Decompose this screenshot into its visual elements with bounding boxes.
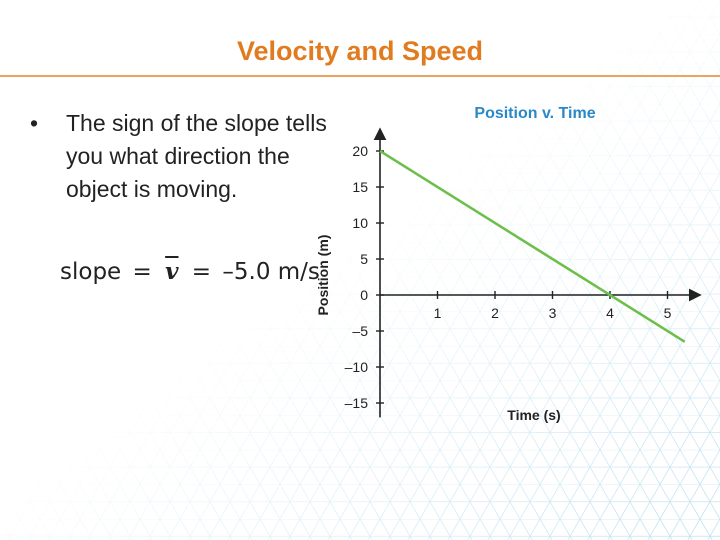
title-underline — [0, 75, 720, 77]
slide-title: Velocity and Speed — [236, 36, 484, 66]
x-tick-label: 5 — [664, 305, 672, 321]
velocity-symbol: v — [165, 258, 179, 285]
x-tick-label: 4 — [606, 305, 614, 321]
y-tick-label: 0 — [360, 287, 368, 303]
y-tick-label: 20 — [352, 143, 368, 159]
y-axis-label: Position (m) — [315, 235, 331, 316]
equals-sign: = — [132, 259, 152, 285]
bullet-text: The sign of the slope tells you what dir… — [66, 110, 327, 202]
equals-sign-2: = — [191, 259, 212, 285]
equation-lhs: slope — [60, 259, 122, 285]
y-tick-label: 10 — [352, 215, 368, 231]
slope-equation: slope = v = –5.0 m/s — [60, 258, 320, 285]
x-tick-label: 2 — [491, 305, 499, 321]
position-time-chart: Position v. Time Time (s) Position (m) 1… — [315, 105, 702, 423]
x-tick-label: 1 — [434, 305, 442, 321]
velocity-value: –5.0 m/s — [222, 259, 320, 285]
chart-title: Position v. Time — [474, 105, 595, 122]
y-tick-label: 5 — [360, 251, 368, 267]
y-tick-label: –5 — [352, 323, 368, 339]
bullet-icon: • — [30, 110, 39, 136]
x-tick-label: 3 — [549, 305, 557, 321]
series-line — [379, 149, 686, 343]
y-tick-label: 15 — [352, 179, 368, 195]
y-tick-label: –10 — [345, 359, 369, 375]
y-tick-label: –15 — [345, 395, 369, 411]
x-axis-label: Time (s) — [507, 407, 560, 423]
